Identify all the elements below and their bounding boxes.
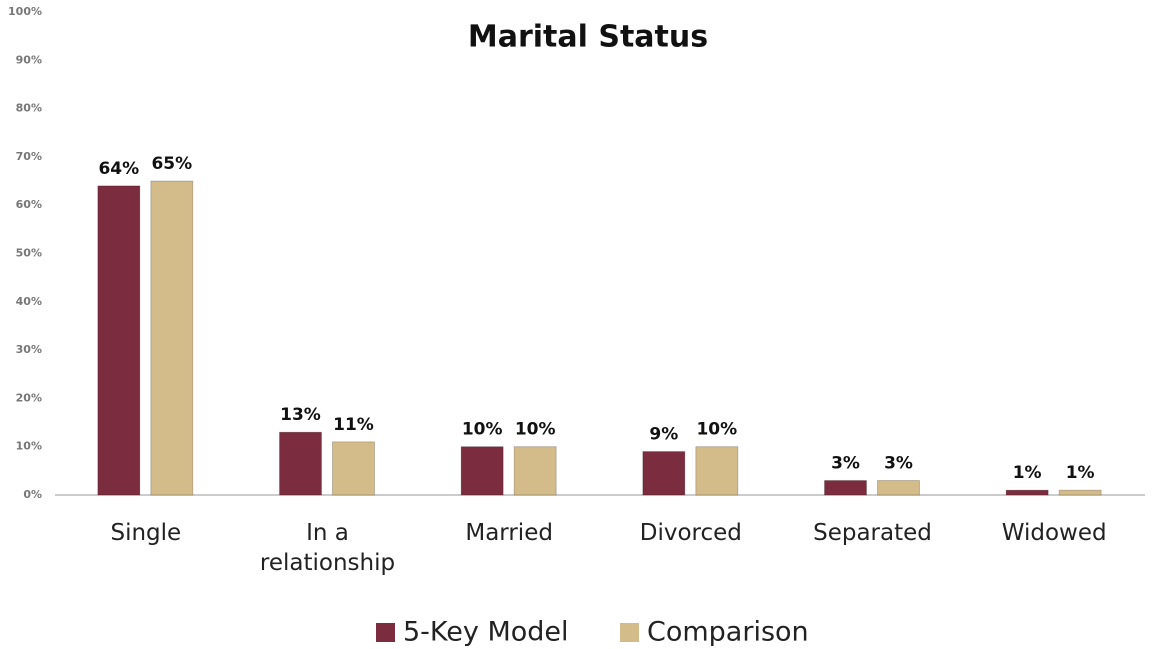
bar: [1005, 489, 1049, 496]
bar: [150, 180, 194, 496]
chart-title: Marital Status: [468, 20, 708, 55]
data-label: 64%: [98, 159, 139, 179]
bar: [824, 480, 867, 496]
data-label: 1%: [1066, 463, 1095, 483]
legend-label: Comparison: [647, 617, 809, 648]
data-label: 9%: [649, 425, 678, 445]
bar: [642, 451, 686, 496]
x-tick-label: In a relationship: [259, 520, 396, 576]
legend-swatch: [376, 623, 395, 642]
data-label: 10%: [696, 420, 737, 440]
bar: [279, 431, 322, 496]
y-tick-label: 40%: [16, 295, 42, 308]
y-tick-label: 30%: [16, 343, 42, 356]
bar: [695, 446, 739, 496]
data-label: 13%: [280, 405, 321, 425]
y-tick-label: 20%: [16, 391, 42, 404]
legend-swatch: [620, 623, 639, 642]
data-label: 11%: [333, 415, 374, 435]
bar: [332, 441, 375, 496]
x-tick-label: Divorced: [639, 520, 742, 546]
data-label: 65%: [151, 154, 192, 174]
data-label: 1%: [1013, 463, 1042, 483]
y-tick-label: 70%: [16, 150, 42, 163]
legend-label: 5-Key Model: [403, 617, 569, 648]
data-label: 3%: [831, 454, 860, 474]
data-label: 10%: [515, 420, 556, 440]
bar: [460, 446, 504, 496]
y-tick-label: 80%: [16, 102, 42, 115]
bar: [877, 480, 920, 496]
y-tick-label: 50%: [16, 247, 42, 260]
data-label: 10%: [462, 420, 503, 440]
bar: [513, 446, 557, 496]
y-tick-label: 90%: [16, 53, 42, 66]
bar: [97, 185, 141, 496]
y-tick-label: 0%: [23, 488, 42, 501]
data-label: 3%: [884, 454, 913, 474]
x-tick-label: Married: [465, 520, 553, 546]
y-tick-label: 10%: [16, 440, 42, 453]
bar: [1058, 489, 1102, 496]
y-tick-label: 100%: [8, 5, 42, 18]
y-tick-label: 60%: [16, 198, 42, 211]
x-tick-label: Separated: [813, 520, 932, 546]
x-tick-label: Single: [110, 520, 182, 546]
x-tick-label: Widowed: [1001, 520, 1107, 546]
